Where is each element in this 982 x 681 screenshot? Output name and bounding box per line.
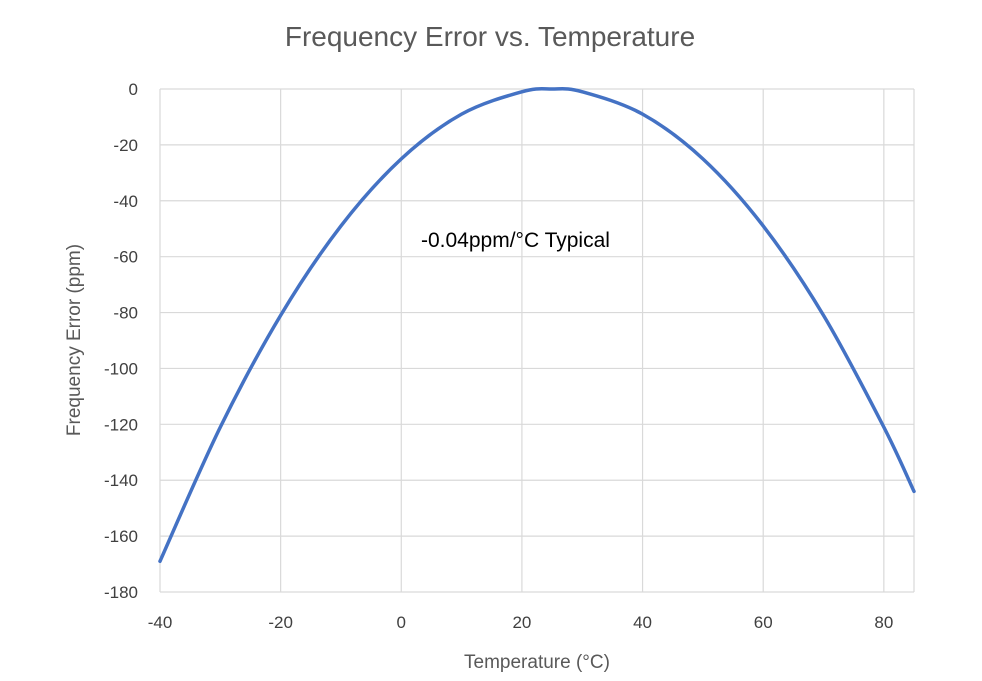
- x-tick-label: 20: [512, 613, 531, 632]
- y-tick-label: -160: [104, 527, 138, 546]
- gridlines: [159, 88, 915, 593]
- y-tick-label: -140: [104, 471, 138, 490]
- y-tick-label: -180: [104, 583, 138, 602]
- x-tick-label: 0: [397, 613, 406, 632]
- x-axis-title: Temperature (°C): [464, 652, 610, 673]
- series-layer: [158, 87, 916, 564]
- y-tick-label: -40: [113, 192, 138, 211]
- x-tick-label: 60: [754, 613, 773, 632]
- x-tick-label: -20: [268, 613, 293, 632]
- x-tick-label: 40: [633, 613, 652, 632]
- annotation-text: -0.04ppm/°C Typical: [421, 229, 610, 252]
- tick-labels: 0 -20 -40 -60 -80 -100 -120 -140 -160 -180 -40 -20 0…: [104, 80, 893, 632]
- y-tick-label: -100: [104, 359, 138, 378]
- y-tick-label: -60: [113, 248, 138, 267]
- chart-title: Frequency Error vs. Temperature: [285, 21, 695, 52]
- y-tick-label: -20: [113, 136, 138, 155]
- y-tick-label: 0: [129, 80, 138, 99]
- x-tick-label: -40: [148, 613, 173, 632]
- y-axis-title: Frequency Error (ppm): [64, 244, 85, 436]
- x-tick-label: 80: [874, 613, 893, 632]
- y-tick-label: -80: [113, 304, 138, 323]
- y-tick-label: -120: [104, 415, 138, 434]
- series-line: [158, 87, 916, 564]
